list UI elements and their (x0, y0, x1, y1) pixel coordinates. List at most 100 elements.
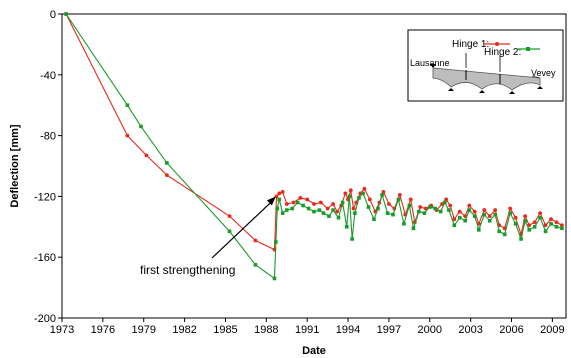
data-point (493, 208, 498, 212)
data-point (331, 208, 335, 212)
data-point (513, 215, 518, 220)
data-point (277, 197, 282, 202)
y-tick-label: 0 (50, 9, 56, 21)
data-point (448, 203, 453, 208)
vevey-leader (531, 75, 541, 79)
data-point (457, 209, 462, 214)
data-point (532, 225, 537, 229)
data-point (402, 221, 406, 226)
data-point (527, 228, 532, 232)
data-point (418, 205, 423, 209)
data-point (487, 218, 492, 223)
plot-frame (61, 13, 567, 319)
data-point (348, 188, 353, 193)
data-point (253, 238, 258, 243)
data-point (532, 220, 537, 225)
data-point (312, 202, 316, 206)
bridge-support (537, 86, 543, 89)
data-point (125, 133, 130, 138)
bridge-deck (432, 67, 541, 91)
data-point (508, 206, 513, 211)
data-point (422, 211, 427, 215)
data-point (164, 173, 169, 178)
x-tick-label: 1994 (336, 324, 360, 336)
x-tick-label: 1985 (213, 324, 237, 336)
data-point (543, 223, 548, 228)
data-point (452, 223, 457, 228)
x-tick-label: 1988 (254, 324, 278, 336)
data-point (362, 186, 367, 191)
data-point (125, 103, 130, 107)
data-point (423, 206, 428, 211)
x-tick-label: 1997 (377, 324, 401, 336)
y-tick-label: -120 (34, 191, 56, 203)
data-point (554, 225, 559, 229)
data-point (482, 208, 487, 212)
data-point (253, 263, 258, 267)
data-point (519, 237, 523, 241)
data-point (487, 214, 492, 219)
arrow-head (266, 196, 276, 206)
data-point (361, 191, 365, 196)
data-point (280, 189, 285, 194)
data-point (543, 229, 548, 234)
data-point (351, 206, 356, 211)
y-tick-label: -80 (40, 131, 56, 143)
data-point (397, 192, 402, 197)
data-point (335, 209, 340, 214)
data-point (463, 218, 467, 223)
x-tick-label: 1979 (131, 324, 155, 336)
data-point (165, 161, 169, 165)
data-point (344, 225, 349, 229)
data-point (301, 203, 305, 208)
data-point (385, 211, 390, 215)
data-point (467, 208, 472, 212)
data-point (493, 212, 497, 217)
x-tick-label: 2003 (458, 324, 482, 336)
data-point (411, 226, 416, 231)
legend-label-hinge-2: Hinge 2: (484, 47, 521, 58)
data-point (538, 211, 543, 216)
data-point (477, 228, 481, 232)
x-tick-label: 1991 (295, 324, 319, 336)
bridge-support (509, 91, 515, 94)
data-point (327, 214, 331, 218)
data-point (527, 223, 532, 228)
data-point (482, 212, 487, 217)
data-point (387, 202, 391, 206)
data-point (306, 206, 311, 211)
bridge-support (430, 64, 436, 68)
x-tick-label: 1982 (172, 324, 196, 336)
data-point (438, 209, 443, 214)
data-point (472, 209, 477, 214)
data-point (318, 200, 323, 205)
data-point (442, 200, 447, 205)
data-point (396, 197, 401, 202)
data-point (433, 206, 438, 211)
data-point (274, 240, 278, 244)
annotation-layer: first strengthening (140, 196, 276, 277)
data-point (291, 200, 296, 205)
legend-marker-hinge-1 (495, 42, 499, 46)
x-tick-label: 2009 (540, 324, 564, 336)
data-point (227, 214, 232, 219)
data-point (444, 197, 449, 202)
data-point (380, 193, 384, 197)
annotation-arrow (211, 200, 273, 259)
data-point (549, 221, 553, 226)
data-point (317, 208, 322, 212)
data-point (321, 211, 326, 215)
data-point (298, 196, 303, 200)
data-point (284, 208, 289, 212)
data-point (508, 211, 512, 215)
data-point (284, 202, 289, 206)
data-point (367, 197, 372, 202)
data-point (280, 211, 285, 215)
x-tick-label: 1976 (91, 324, 115, 336)
data-point (353, 211, 357, 215)
series-layer (64, 12, 564, 281)
data-point (64, 12, 68, 16)
data-point (523, 218, 527, 223)
bridge-support (448, 88, 454, 91)
data-point (472, 214, 477, 218)
